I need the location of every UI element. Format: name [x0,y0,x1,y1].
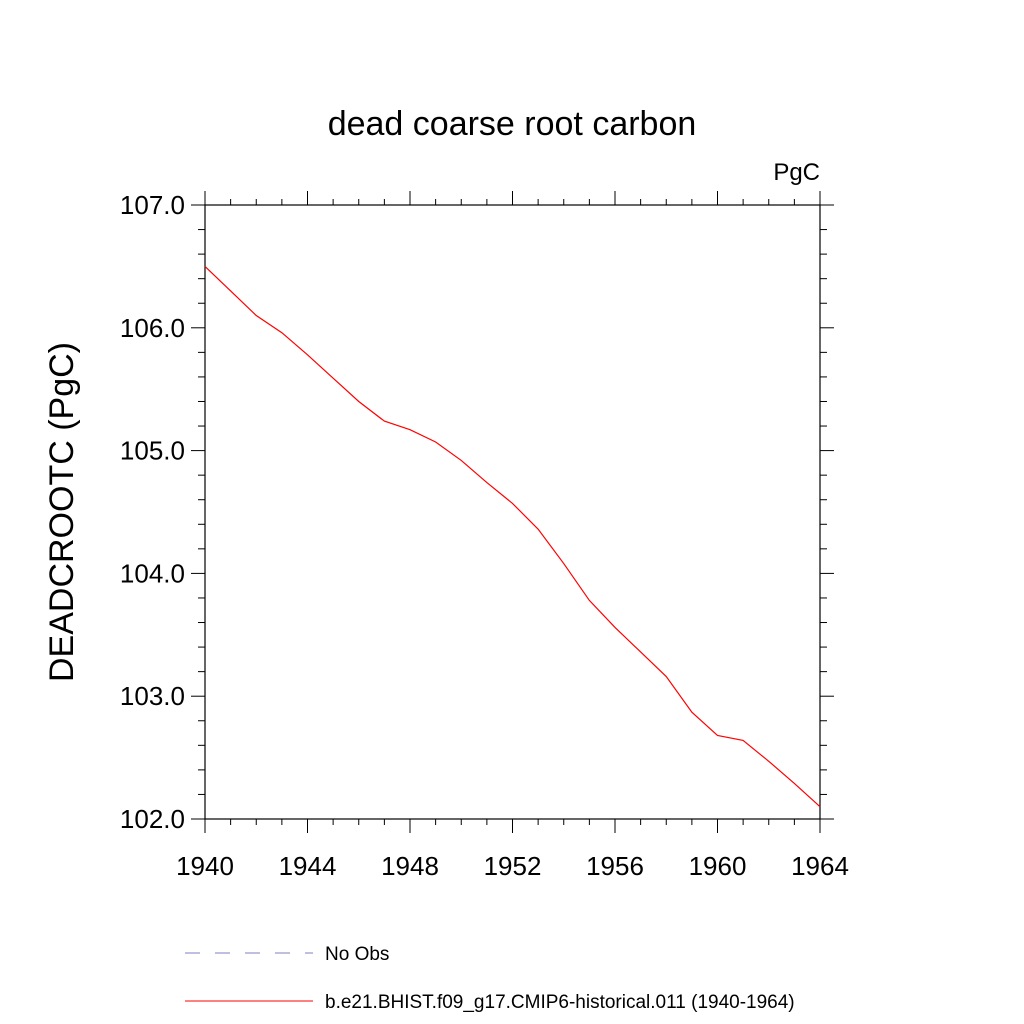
x-tick-label: 1964 [791,851,849,881]
y-axis-label: DEADCROOTC (PgC) [43,342,81,682]
axis-ticks: 1940 1944 1948 1952 1956 1960 1964 102.0 103.0 10… [120,190,849,881]
x-tick-label: 1952 [484,851,542,881]
plot-frame [204,204,821,820]
chart-title: dead coarse root carbon [328,105,697,143]
series-line-0 [204,265,821,808]
x-tick-label: 1944 [279,851,337,881]
x-tick-label: 1956 [586,851,644,881]
series-layer [204,265,821,808]
legend: No Obs b.e21.BHIST.f09_g17.CMIP6-historic… [185,944,795,1013]
x-tick-label: 1948 [381,851,439,881]
x-tick-label: 1960 [689,851,747,881]
units-label: PgC [773,159,820,186]
legend-label-0: No Obs [325,944,389,965]
y-tick-label: 107.0 [120,190,185,220]
y-tick-label: 105.0 [120,436,185,466]
y-tick-label: 103.0 [120,681,185,711]
x-tick-label: 1940 [176,851,234,881]
y-tick-label: 106.0 [120,313,185,343]
y-tick-label: 104.0 [120,558,185,588]
y-tick-label: 102.0 [120,804,185,834]
legend-label-1: b.e21.BHIST.f09_g17.CMIP6-historical.011… [325,992,795,1013]
